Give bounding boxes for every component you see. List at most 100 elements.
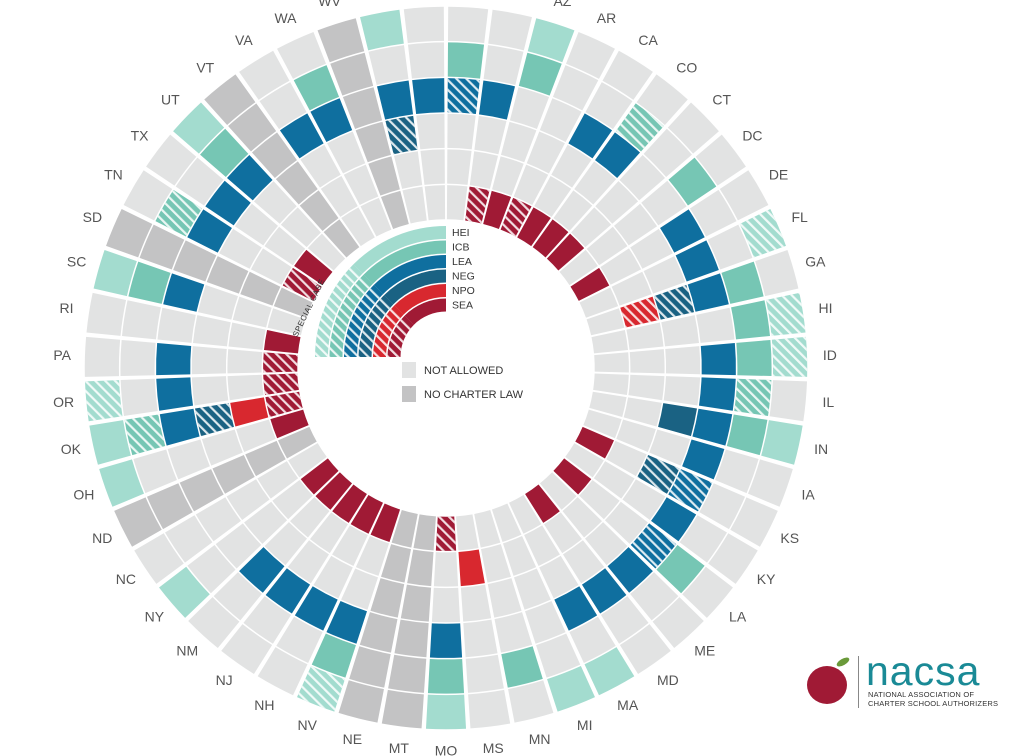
state-label-ia: IA [802,486,816,502]
cell-ut-hei [173,102,225,154]
state-label-pa: PA [53,347,71,363]
cell-va-lea [279,113,324,159]
cell-ny-hei [159,566,210,618]
cell-ct-lea [619,154,666,201]
ring-cells [84,6,808,730]
cell-il-hei [769,380,808,422]
state-label-md: MD [657,672,679,688]
cell-tn-sea-hatch [282,267,322,301]
cell-vt-npo [299,190,339,231]
state-label-ne: NE [343,731,362,747]
cell-me-lea [607,547,653,593]
logo-divider [858,656,859,708]
cell-me-neg [585,522,628,566]
cell-nj-sea [332,484,367,523]
cell-il-sea [593,373,629,395]
cell-nd-icb [146,483,193,530]
cell-ny-icb [187,545,236,594]
cell-ut-npo [280,207,321,248]
cell-fl-sea [579,287,619,318]
cell-mn-sea [474,510,501,548]
cell-ny-lea [215,523,262,569]
cell-la-icb [656,545,705,594]
cell-mn-neg [487,578,522,618]
cell-hi-hei-hatch [765,292,806,336]
cell-la-npo [579,480,620,520]
cell-mt-npo [407,549,434,587]
cell-in-neg [658,403,697,437]
cell-oh-lea [167,439,210,480]
cell-mi-sea [491,503,522,542]
state-label-oh: OH [73,486,94,502]
cell-sc-icb [128,261,171,304]
cell-hi-icb [731,300,771,340]
state-label-ut: UT [161,91,180,107]
cell-de-hei [719,170,769,221]
cell-nj-icb [243,596,292,644]
cell-wa-neg [327,131,366,174]
cell-ma-neg [539,555,579,599]
state-label-dc: DC [742,127,762,143]
cell-oh-hei [99,459,145,507]
cell-co-lea [595,132,641,178]
state-label-il: IL [823,394,835,410]
cell-la-hei [682,566,733,618]
cell-mt-lea [394,619,429,658]
cell-mn-lea [494,612,533,653]
cell-vt-lea [251,132,297,178]
legend-label-npo: NPO [452,285,475,297]
cell-tn-icb-hatch [155,189,203,237]
cell-md-neg [562,540,605,584]
cell-wy-sea [424,185,446,221]
cell-fl-neg [643,256,686,294]
cell-mo-lea [429,623,463,658]
cell-sd-sea [273,287,313,318]
state-label-nj: NJ [216,672,233,688]
cell-in-hei [761,420,803,465]
cell-tn-npo [250,248,292,285]
cell-al-npo [447,149,472,185]
cell-va-sea [341,207,375,247]
legend-special-npo [373,305,404,357]
cell-in-lea [692,408,733,446]
state-label-mo: MO [435,743,458,756]
state-label-va: VA [235,32,253,48]
cell-va-hei [239,50,290,100]
cell-ca-npo [534,176,572,217]
cell-ga-icb [721,261,764,304]
cell-or-icb [120,378,158,416]
legend-swatch-no-charter-law [402,386,416,402]
cell-co-sea [532,219,569,258]
cell-al-neg [447,113,476,150]
cell-ne-icb [349,646,391,688]
cell-de-neg [630,228,673,269]
cell-ms-neg [460,584,492,622]
cell-ky-npo [593,461,635,499]
cell-nh-hei [257,647,308,696]
cell-pa-lea [156,343,192,376]
cell-wi-neg-hatch [385,115,418,155]
cell-ga-neg-hatch [654,284,695,320]
cell-ct-icb [643,128,692,178]
cell-ms-icb [465,654,504,693]
cell-wv-icb [330,52,374,96]
cell-dc-neg [614,203,658,246]
cell-wy-neg [416,113,445,150]
legend-label-neg: NEG [452,271,475,283]
cell-ny-neg [244,501,288,544]
state-label-wv: WV [318,0,341,9]
cell-nh-npo [332,525,368,567]
cell-wv-hei [317,18,365,63]
cell-wy-npo [420,149,445,185]
cell-ky-icb [679,515,727,563]
cell-ny-npo [272,480,313,520]
cell-ia-neg [649,429,691,466]
state-label-tx: TX [131,127,150,143]
cell-wa-npo [343,164,379,205]
cell-ky-lea [651,497,697,542]
cell-or-sea-hatch [263,373,299,395]
cell-ks-hei [730,497,778,547]
cell-ar-npo [513,164,549,205]
cell-id-icb [736,339,772,377]
cell-nd-neg [212,455,255,494]
